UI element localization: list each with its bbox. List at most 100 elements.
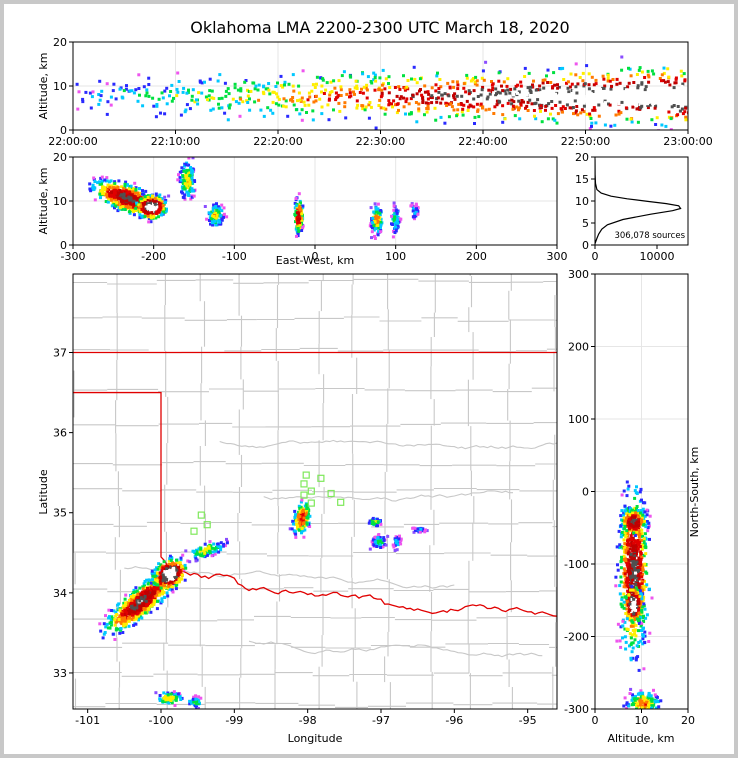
time-height-source [669, 117, 673, 121]
time-height-source [657, 92, 661, 96]
time-height-source [645, 92, 649, 96]
ns-source [630, 538, 634, 541]
time-height-source [277, 103, 281, 107]
ew-source [376, 226, 380, 230]
plan-view-source [145, 578, 149, 582]
ew-source [149, 197, 153, 201]
plan-view-source [159, 579, 163, 583]
time-height-source [620, 68, 624, 72]
ns-source [619, 602, 623, 606]
ns-source [641, 565, 645, 568]
ew-source [158, 193, 162, 197]
time-height-source [630, 98, 634, 102]
time-height-source [81, 97, 85, 101]
time-height-source [683, 86, 687, 90]
ew-source [414, 204, 418, 208]
plan-view-source [124, 622, 128, 626]
time-height-source [529, 85, 533, 89]
plan-view-source [177, 565, 180, 569]
ew-source [132, 197, 136, 201]
time-height-source [417, 109, 421, 113]
plan-view-source [146, 587, 149, 590]
time-height-source [608, 79, 612, 83]
plan-view-source [399, 542, 403, 546]
ew-source [370, 219, 374, 223]
ns-source [622, 554, 626, 558]
time-height-source [98, 79, 102, 83]
time-height-source [510, 98, 514, 102]
plan-view-source [141, 587, 145, 591]
time-height-source [138, 93, 141, 97]
time-height-source [105, 112, 109, 116]
time-height-source [597, 100, 601, 104]
time-height-source [447, 115, 451, 119]
ew-source [293, 201, 297, 205]
ns-source [630, 557, 634, 561]
ew-source [131, 190, 135, 194]
time-height-source [677, 91, 681, 95]
ew-source [181, 174, 185, 178]
ns-source [639, 568, 643, 571]
ew-source [112, 203, 116, 206]
ew-source [392, 201, 396, 205]
plan-view-source [377, 542, 380, 545]
plan-view-source [162, 696, 166, 700]
longitude-tick-label: -99 [225, 714, 243, 727]
ew-source [391, 235, 395, 239]
ns-source [641, 567, 645, 571]
plan-view-y-label: Latitude [37, 469, 50, 515]
ew-source [129, 203, 133, 207]
time-height-source [479, 102, 483, 106]
time-height-source [361, 107, 365, 111]
ew-source [125, 199, 129, 203]
time-height-source [395, 111, 399, 115]
ew-source [188, 168, 192, 172]
time-height-source [520, 99, 524, 102]
time-height-source [124, 87, 128, 91]
time-height-source [251, 81, 255, 85]
time-height-source [597, 88, 601, 92]
plan-view-source [375, 545, 379, 548]
plan-view-source [116, 603, 120, 607]
ew-source [104, 200, 108, 203]
time-height-source [188, 107, 192, 111]
time-height-source [609, 95, 613, 99]
ns-source [634, 563, 638, 567]
time-height-source [311, 118, 315, 122]
time-height-source [311, 83, 315, 87]
plan-view-source [298, 510, 302, 514]
time-height-source [625, 117, 629, 121]
plan-view-source [178, 695, 182, 699]
ew-source [185, 173, 188, 177]
time-height-source [646, 102, 649, 106]
ns-source [629, 600, 633, 604]
time-height-source [379, 106, 383, 110]
ew-source [93, 198, 97, 202]
ns-source [644, 616, 648, 620]
time-height-source [611, 78, 615, 81]
time-height-source [552, 71, 556, 75]
time-height-source [373, 88, 377, 92]
ew-source [146, 194, 150, 198]
plan-view-source [107, 608, 111, 612]
plan-view-source [138, 599, 142, 603]
time-height-source [300, 118, 304, 122]
time-height-source [365, 88, 369, 92]
ns-source [619, 575, 623, 579]
time-height-source [567, 93, 571, 97]
time-height-x-ticks: 22:00:00 22:10:00 22:20:00 22:30:00 22:40:00… [48, 130, 713, 148]
plan-view-source [117, 618, 121, 621]
plan-view-source [158, 699, 162, 702]
time-height-source [570, 106, 574, 110]
plan-view-source [135, 606, 139, 610]
time-height-source [216, 79, 220, 83]
longitude-tick-label: -97 [372, 714, 390, 727]
plan-view-source [118, 608, 122, 612]
time-height-source [160, 91, 164, 95]
ns-source [622, 585, 626, 589]
ew-source [146, 199, 149, 203]
time-tick-label: 22:50:00 [561, 135, 610, 148]
time-height-source [443, 121, 447, 125]
east-west-tick-label: 300 [547, 250, 568, 263]
